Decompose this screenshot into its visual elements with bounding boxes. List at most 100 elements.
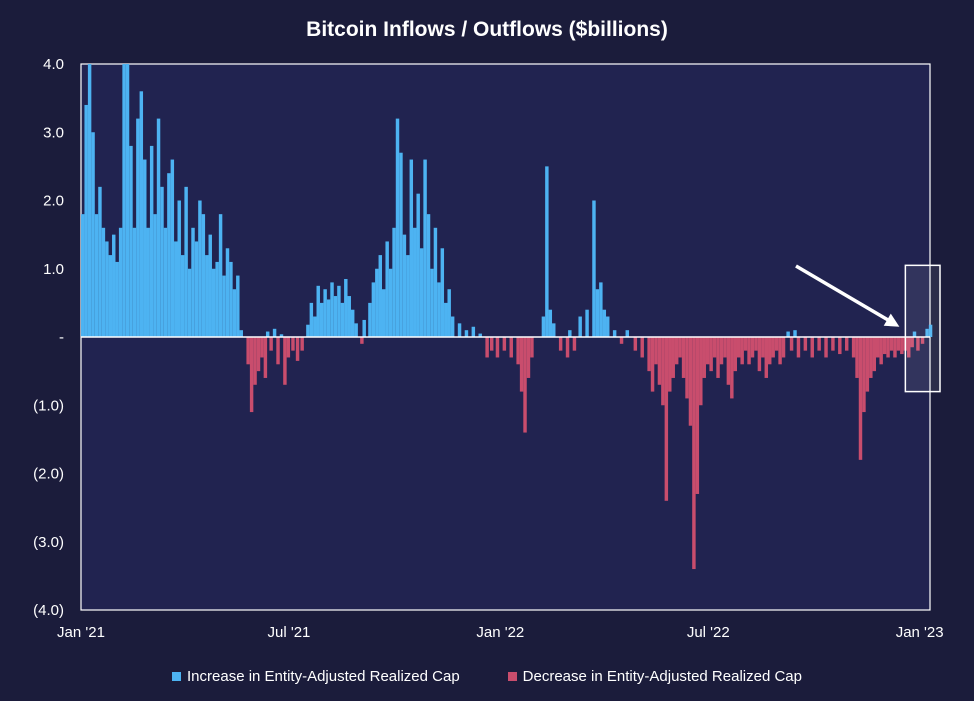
- bar-decrease-52: [723, 337, 727, 358]
- bar-decrease-75: [824, 337, 828, 358]
- legend-swatch-decrease: [507, 672, 517, 681]
- x-tick-label: Jan '23: [896, 624, 944, 641]
- bar-increase-46: [239, 330, 243, 337]
- bar-increase-94: [478, 333, 482, 337]
- bar-increase-69: [378, 255, 382, 337]
- bar-decrease-95: [907, 337, 911, 358]
- bar-decrease-84: [869, 337, 873, 378]
- bar-increase-86: [437, 282, 441, 337]
- bar-decrease-17: [502, 337, 507, 351]
- bar-decrease-27: [619, 337, 624, 344]
- bar-increase-68: [375, 268, 379, 337]
- bar-decrease-41: [685, 337, 689, 399]
- legend-label-decrease: Decrease in Entity-Adjusted Realized Cap: [522, 668, 802, 685]
- bar-increase-19: [146, 227, 150, 337]
- bar-decrease-72: [803, 337, 808, 351]
- bar-decrease-63: [761, 337, 765, 358]
- bar-increase-93: [471, 326, 476, 337]
- bar-decrease-30: [647, 337, 651, 372]
- bar-increase-75: [399, 152, 403, 337]
- bar-increase-96: [545, 166, 549, 338]
- y-tick-label: 2.0: [43, 193, 64, 210]
- bar-decrease-2: [253, 337, 257, 385]
- bar-increase-105: [602, 309, 607, 337]
- bar-increase-32: [191, 227, 195, 337]
- bar-decrease-57: [740, 337, 744, 365]
- bar-decrease-68: [778, 337, 782, 365]
- bar-decrease-18: [509, 337, 513, 358]
- bar-increase-31: [187, 268, 192, 337]
- bar-decrease-11: [295, 337, 300, 361]
- bar-increase-48: [272, 328, 277, 337]
- bar-increase-102: [592, 200, 596, 337]
- bar-decrease-28: [633, 337, 638, 351]
- arrow-line: [795, 264, 891, 323]
- bar-increase-37: [208, 234, 212, 338]
- bar-decrease-5: [263, 337, 268, 378]
- bar-increase-110: [793, 330, 797, 337]
- bar-decrease-40: [681, 337, 686, 378]
- bar-increase-22: [156, 118, 161, 337]
- bar-decrease-3: [256, 337, 261, 372]
- bar-increase-106: [606, 316, 610, 337]
- bar-decrease-16: [495, 337, 500, 358]
- bar-decrease-64: [764, 337, 769, 378]
- bar-decrease-31: [650, 337, 655, 392]
- bar-increase-84: [430, 268, 434, 337]
- bar-decrease-13: [360, 337, 364, 344]
- bar-decrease-77: [838, 337, 842, 355]
- bar-decrease-33: [657, 337, 662, 385]
- bar-decrease-59: [747, 337, 751, 365]
- bar-increase-18: [143, 159, 147, 337]
- bar-increase-42: [225, 248, 230, 337]
- bar-decrease-32: [654, 337, 658, 365]
- bar-increase-92: [464, 330, 469, 337]
- bar-increase-97: [548, 309, 553, 337]
- bar-increase-26: [170, 159, 175, 337]
- y-tick-label: 4.0: [43, 56, 64, 73]
- bar-decrease-53: [726, 337, 731, 385]
- bar-increase-15: [132, 227, 137, 337]
- bar-decrease-12: [300, 337, 304, 351]
- bar-decrease-81: [858, 337, 863, 460]
- bar-increase-81: [419, 248, 424, 337]
- bar-increase-6: [101, 227, 106, 337]
- bar-decrease-60: [750, 337, 755, 358]
- bar-decrease-55: [733, 337, 737, 372]
- bar-decrease-79: [851, 337, 856, 358]
- bar-decrease-70: [789, 337, 794, 351]
- bar-increase-40: [218, 214, 223, 337]
- bar-decrease-14: [485, 337, 489, 358]
- bar-increase-2: [87, 64, 92, 337]
- bar-decrease-56: [736, 337, 741, 358]
- bar-increase-79: [413, 227, 417, 337]
- bar-increase-67: [371, 282, 376, 337]
- bar-increase-5: [98, 186, 102, 337]
- legend: Increase in Entity-Adjusted Realized Cap…: [0, 668, 974, 685]
- bar-increase-90: [450, 316, 455, 337]
- bar-increase-53: [316, 285, 320, 337]
- bar-increase-52: [313, 316, 317, 337]
- bar-decrease-19: [516, 337, 520, 365]
- chart-title: Bitcoin Inflows / Outflows ($billions): [306, 18, 668, 41]
- bar-increase-112: [925, 328, 929, 337]
- bar-decrease-93: [900, 337, 904, 355]
- bar-increase-80: [416, 193, 420, 337]
- bar-increase-20: [149, 145, 154, 337]
- bar-decrease-29: [640, 337, 644, 358]
- bar-increase-10: [115, 261, 119, 337]
- bar-increase-11: [118, 227, 123, 337]
- bar-decrease-74: [817, 337, 821, 351]
- bar-increase-72: [388, 268, 393, 337]
- bar-increase-100: [578, 316, 582, 337]
- bar-increase-38: [211, 268, 216, 337]
- bar-increase-59: [337, 285, 341, 337]
- bar-decrease-26: [572, 337, 577, 351]
- bar-increase-12: [122, 64, 126, 337]
- bar-decrease-0: [246, 337, 250, 365]
- x-tick-label: Jan '21: [57, 624, 105, 641]
- bar-increase-109: [786, 331, 790, 337]
- bar-decrease-76: [831, 337, 835, 351]
- bar-increase-43: [229, 261, 233, 337]
- bar-decrease-58: [743, 337, 748, 351]
